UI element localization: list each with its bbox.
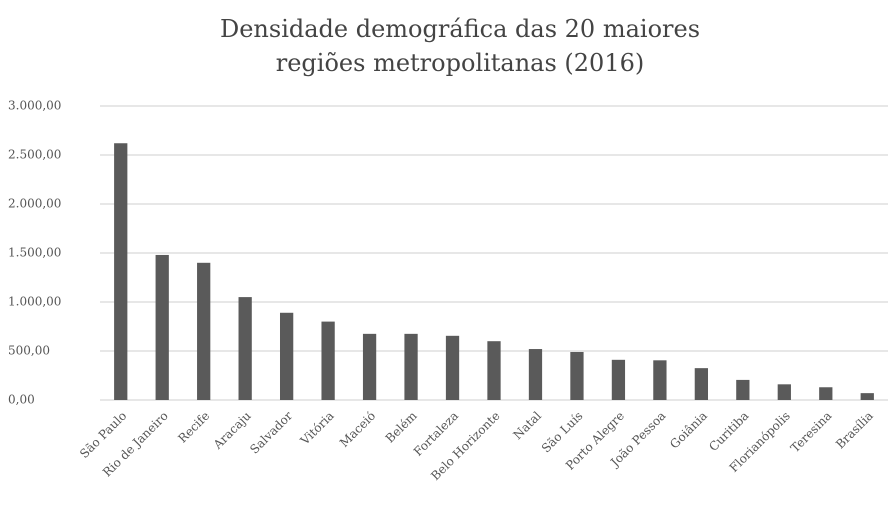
bar <box>736 379 750 400</box>
bar <box>362 333 377 400</box>
x-tick-label: Goiânia <box>667 409 710 452</box>
x-tick-label: Salvador <box>247 409 295 457</box>
bar <box>155 254 169 400</box>
x-tick-label: Teresina <box>788 409 835 456</box>
x-tick-label: Belém <box>383 408 420 445</box>
bar <box>404 333 418 400</box>
bar <box>114 143 128 401</box>
x-tick-label: Brasília <box>833 409 876 452</box>
bar <box>611 359 626 400</box>
bar <box>487 341 501 400</box>
bar <box>860 393 874 400</box>
bar <box>528 349 543 400</box>
y-tick-label: 1.000,00 <box>8 295 61 309</box>
y-tick-label: 1.500,00 <box>8 246 61 260</box>
y-tick-label: 3.000,00 <box>8 99 61 113</box>
bar <box>777 384 791 400</box>
bar <box>321 321 335 400</box>
x-tick-label: Recife <box>175 409 212 446</box>
y-tick-label: 2.000,00 <box>8 197 61 211</box>
x-tick-label: Vitória <box>297 409 337 449</box>
x-tick-label: Natal <box>511 409 545 443</box>
bar <box>238 297 252 400</box>
y-tick-label: 0,00 <box>8 393 35 407</box>
bar <box>279 312 294 400</box>
y-tick-label: 500,00 <box>8 344 50 358</box>
bar <box>570 351 584 400</box>
bar <box>653 360 667 400</box>
chart-title: Densidade demográfica das 20 maiores reg… <box>219 15 701 77</box>
x-tick-label: Maceió <box>337 409 378 450</box>
bar <box>819 387 833 400</box>
bar <box>445 335 460 400</box>
bar <box>197 262 211 400</box>
y-tick-label: 2.500,00 <box>8 148 61 162</box>
bar <box>694 368 709 400</box>
